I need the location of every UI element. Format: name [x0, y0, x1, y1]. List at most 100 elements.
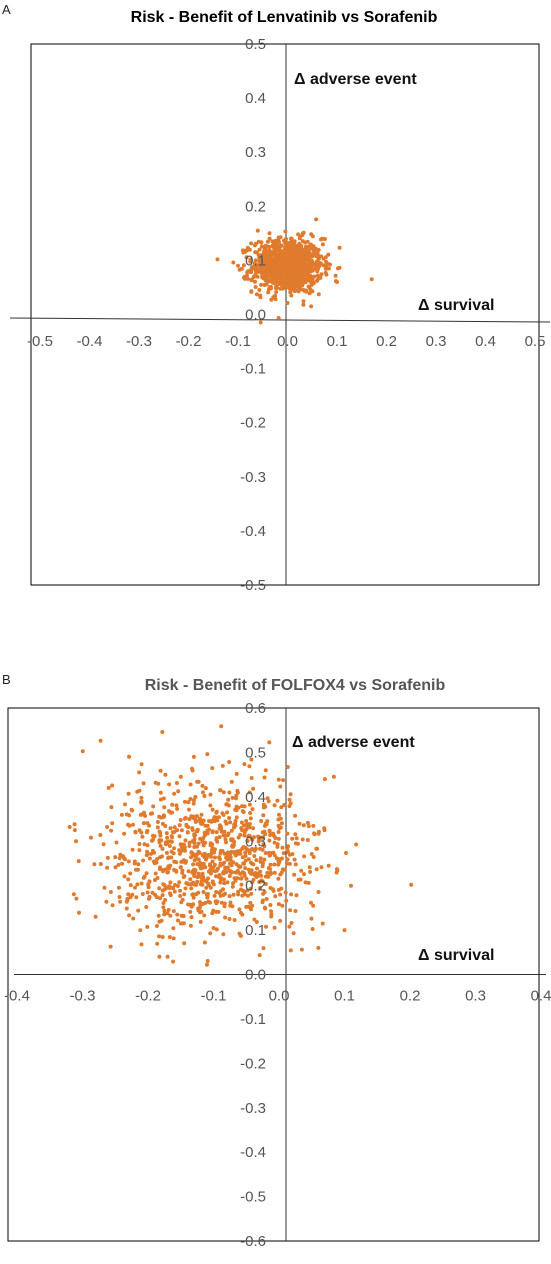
scatter-point — [278, 262, 282, 267]
scatter-point — [277, 857, 282, 862]
scatter-point — [248, 269, 253, 274]
scatter-point — [164, 831, 169, 836]
scatter-point — [157, 934, 162, 939]
scatter-point — [177, 823, 182, 828]
scatter-point — [201, 890, 206, 894]
scatter-point — [277, 812, 281, 817]
scatter-point — [145, 924, 150, 929]
scatter-point — [268, 832, 273, 837]
scatter-point — [178, 865, 183, 870]
scatter-point — [139, 762, 144, 767]
y-tick-label: 0.4 — [245, 90, 266, 107]
scatter-point — [292, 278, 297, 283]
scatter-point — [132, 859, 137, 864]
scatter-point — [262, 844, 267, 849]
scatter-point — [310, 234, 315, 239]
scatter-point — [173, 883, 177, 887]
scatter-point — [250, 903, 255, 908]
scatter-point — [270, 274, 275, 279]
scatter-point — [156, 913, 161, 918]
scatter-point — [301, 302, 306, 307]
scatter-point — [165, 911, 170, 916]
scatter-point — [117, 895, 122, 899]
scatter-point — [300, 837, 305, 842]
scatter-point — [190, 766, 194, 771]
scatter-point — [154, 895, 159, 900]
scatter-point — [279, 870, 284, 875]
x-tick-label: -0.1 — [201, 988, 227, 1005]
scatter-point — [284, 280, 289, 285]
scatter-point — [217, 855, 222, 860]
scatter-point — [258, 856, 263, 861]
scatter-point — [172, 791, 177, 796]
scatter-point — [191, 852, 195, 857]
scatter-point — [276, 887, 281, 892]
scatter-point — [241, 810, 246, 814]
scatter-point — [130, 847, 135, 852]
scatter-point — [169, 849, 174, 854]
scatter-point — [131, 822, 135, 827]
scatter-point — [175, 912, 180, 917]
scatter-point — [167, 839, 172, 844]
scatter-point — [224, 840, 228, 845]
scatter-point — [184, 881, 189, 886]
scatter-point — [113, 855, 118, 860]
scatter-point — [187, 844, 192, 848]
scatter-point — [126, 791, 131, 796]
scatter-point — [168, 826, 173, 831]
scatter-point — [251, 786, 256, 791]
scatter-point — [259, 819, 264, 823]
scatter-point — [231, 881, 235, 886]
scatter-point — [305, 820, 310, 825]
y-tick-label: 0.0 — [245, 307, 266, 324]
scatter-point — [233, 878, 238, 883]
panel-label-b: B — [2, 672, 11, 687]
scatter-point — [171, 936, 176, 941]
scatter-point — [311, 267, 316, 272]
scatter-point — [230, 795, 235, 800]
scatter-point — [89, 835, 93, 840]
scatter-point — [239, 910, 243, 915]
scatter-point — [258, 846, 263, 851]
scatter-point — [278, 825, 283, 830]
y-tick-labels-b: 0.6 0.5 0.4 0.3 0.2 0.1 0.0 -0.1 -0.2 -0.3 -0.4 -0.… — [240, 700, 266, 1250]
scatter-point — [252, 854, 257, 858]
scatter-point — [303, 880, 308, 885]
scatter-point — [176, 789, 181, 794]
scatter-point — [219, 900, 224, 905]
scatter-point — [322, 828, 327, 833]
scatter-point — [157, 954, 162, 959]
scatter-point — [210, 766, 215, 771]
x-tick-label: -0.5 — [27, 333, 53, 350]
scatter-point — [205, 892, 210, 896]
scatter-point — [147, 856, 152, 861]
scatter-point — [302, 255, 307, 260]
scatter-point — [244, 819, 249, 823]
scatter-point — [225, 857, 230, 862]
scatter-point — [280, 273, 285, 278]
y-tick-label: -0.1 — [240, 1011, 266, 1028]
scatter-point — [205, 828, 210, 833]
scatter-point — [110, 903, 115, 908]
scatter-point — [263, 244, 268, 249]
scatter-point — [254, 858, 259, 863]
scatter-point — [277, 276, 282, 281]
scatter-point — [211, 882, 216, 887]
scatter-point — [210, 911, 215, 916]
scatter-point — [256, 835, 261, 840]
scatter-point — [174, 803, 179, 808]
scatter-point — [293, 909, 298, 913]
scatter-point — [183, 799, 187, 804]
scatter-point — [137, 828, 142, 833]
scatter-point — [213, 855, 217, 860]
scatter-point — [283, 229, 288, 234]
scatter-point — [221, 833, 226, 838]
scatter-point — [266, 270, 271, 275]
scatter-point — [308, 258, 313, 262]
scatter-point — [301, 823, 306, 828]
scatter-point — [135, 882, 140, 887]
scatter-point — [282, 265, 287, 270]
x-axis-label-a: Δ survival — [418, 297, 494, 314]
scatter-point — [265, 796, 270, 801]
scatter-point — [145, 852, 150, 856]
